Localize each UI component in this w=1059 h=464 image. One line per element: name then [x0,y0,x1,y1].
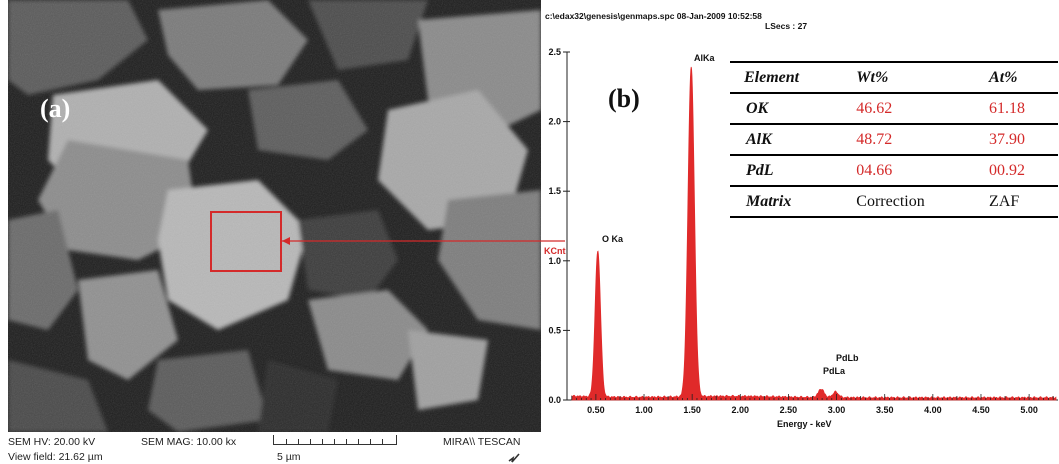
table-header-row: Element Wt% At% [730,61,1058,94]
x-tick-label: 2.50 [780,405,798,415]
spectrum-file-header: c:\edax32\genesis\genmaps.spc 08-Jan-200… [545,11,762,21]
at-cell: 00.92 [975,155,1058,187]
element-cell: AlK [730,124,843,156]
sem-info-bar: SEM HV: 20.00 kV SEM MAG: 10.00 kx View … [8,432,541,464]
y-tick-label: 1.5 [548,186,561,196]
scale-bar [273,435,397,445]
wt-cell: Correction [842,186,976,218]
x-tick-label: 3.50 [876,405,894,415]
wt-cell: 46.62 [842,93,976,125]
wt-cell: 48.72 [842,124,976,156]
sem-micrograph [8,0,541,432]
microscope-brand-text: MIRA\\ TESCAN [443,436,521,448]
x-tick-label: 0.50 [587,405,605,415]
x-axis-label: Energy - keV [777,419,832,429]
y-tick-label: 1.0 [548,256,561,266]
spectrum-trace [571,66,1057,401]
wt-cell: 04.66 [842,155,976,187]
peak-label-pd-la: PdLa [823,366,846,376]
x-tick-label: 4.00 [924,405,942,415]
sem-mag-text: SEM MAG: 10.00 kx [141,436,237,448]
element-cell: OK [730,93,843,125]
peak-label-al-ka: AlKa [694,53,715,63]
tescan-logo-icon [508,453,520,463]
y-tick-label: 2.0 [548,117,561,127]
live-seconds-header: LSecs : 27 [765,21,808,31]
peak-label-pd-lb: PdLb [836,353,859,363]
at-cell: ZAF [975,186,1058,218]
table-row: PdL 04.66 00.92 [730,155,1058,187]
panel-a-label: (a) [40,94,71,123]
table-row: OK 46.62 61.18 [730,93,1058,125]
at-cell: 37.90 [975,124,1058,156]
x-tick-label: 1.50 [683,405,701,415]
sem-panel: (a) SEM HV: 20.00 kV SEM MAG: 10.00 kx V… [8,0,541,464]
header-at: At% [975,61,1058,94]
x-tick-label: 1.00 [635,405,653,415]
y-tick-label: 0.0 [548,395,561,405]
composition-table: Element Wt% At% OK 46.62 61.18 AlK 48.72… [730,61,1058,218]
y-axis-label: KCnt [544,246,566,256]
at-cell: 61.18 [975,93,1058,125]
y-tick-label: 2.5 [548,47,561,57]
x-tick-label: 4.50 [972,405,990,415]
header-wt: Wt% [842,61,976,94]
view-field-text: View field: 21.62 µm [8,451,103,463]
header-element: Element [730,61,843,94]
scale-bar-label: 5 µm [277,451,301,463]
edx-spectrum-chart: 0.0 0.5 1.0 1.5 2.0 2.5 0.50 1.00 1.50 2.00 2.50 3.… [548,47,1058,415]
peak-label-o-ka: O Ka [602,234,624,244]
table-row: AlK 48.72 37.90 [730,124,1058,156]
sem-hv-text: SEM HV: 20.00 kV [8,436,96,448]
x-tick-label: 3.00 [828,405,846,415]
panel-b-label: (b) [608,84,640,113]
region-of-interest-box [210,211,282,272]
edx-panel: c:\edax32\genesis\genmaps.spc 08-Jan-200… [541,0,1059,464]
x-tick-label: 2.00 [732,405,750,415]
element-cell: Matrix [730,186,843,218]
y-tick-label: 0.5 [548,325,561,335]
element-cell: PdL [730,155,843,187]
x-tick-label: 5.00 [1020,405,1038,415]
table-row: Matrix Correction ZAF [730,186,1058,218]
